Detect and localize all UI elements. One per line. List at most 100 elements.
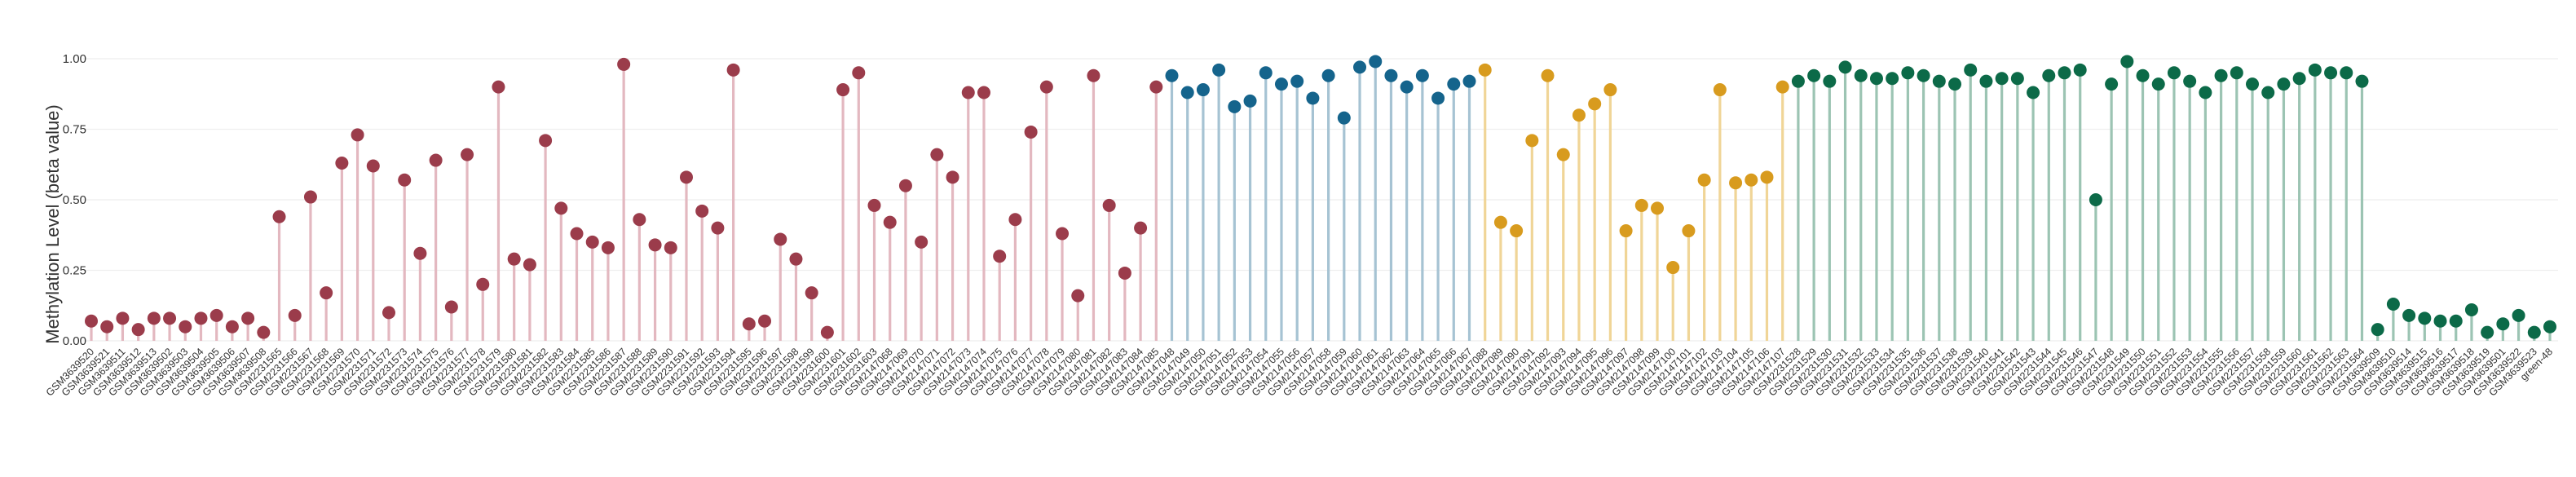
lollipop-point	[1964, 63, 1978, 77]
lollipop-point	[2481, 325, 2494, 339]
lollipop-point	[1008, 213, 1022, 227]
lollipop-point	[2433, 314, 2447, 328]
lollipop-point	[2464, 303, 2478, 316]
lollipop-point	[1212, 63, 1226, 77]
lollipop-point	[1619, 224, 1633, 238]
lollipop-point	[1995, 72, 2009, 86]
lollipop-point	[1791, 74, 1805, 88]
lollipop-point	[993, 250, 1007, 263]
lollipop-point	[977, 86, 990, 99]
lollipop-point	[1525, 134, 1539, 148]
lollipop-point	[1745, 173, 1758, 187]
lollipop-point	[257, 325, 271, 339]
grid-layer	[83, 58, 2558, 342]
lollipop-point	[617, 57, 631, 71]
lollipop-point	[1729, 176, 1743, 190]
lollipop-point	[2355, 74, 2369, 88]
x-tick-labels: GSM3639520GSM3639521GSM3639511GSM3639512…	[44, 346, 2555, 398]
lollipop-point	[1431, 91, 1445, 105]
y-axis-label: Methylation Level (beta value)	[42, 104, 63, 344]
lollipop-point	[1901, 66, 1915, 80]
lollipop-point	[1039, 80, 1053, 94]
lollipop-point	[2010, 72, 2024, 86]
lollipop-point	[852, 66, 866, 80]
lollipop-point	[820, 325, 834, 339]
lollipop-point	[1932, 74, 1946, 88]
lollipop-point	[1541, 68, 1555, 82]
y-tick-label: 0.00	[63, 334, 86, 348]
lollipop-point	[2027, 86, 2040, 99]
lollipop-point	[2183, 74, 2197, 88]
lollipop-point	[883, 215, 897, 229]
lollipop-point	[1196, 83, 1210, 97]
lollipop-point	[1337, 111, 1351, 125]
lollipop-point	[116, 311, 130, 325]
lollipop-point	[461, 148, 474, 161]
lollipop-point	[2261, 86, 2275, 99]
lollipop-point	[2292, 72, 2306, 86]
lollipop-point	[1321, 68, 1335, 82]
lollipop-point	[2543, 320, 2556, 333]
lollipop-point	[1306, 91, 1320, 105]
lollipop-point	[1149, 80, 1163, 94]
lollipop-point	[1102, 198, 1116, 212]
lollipop-point	[2496, 317, 2510, 331]
lollipop-point	[2512, 308, 2525, 322]
lollipop-point	[1510, 224, 1524, 238]
lollipop-point	[2105, 77, 2119, 91]
lollipop-point	[867, 198, 881, 212]
lollipop-point	[836, 83, 850, 97]
lollipop-point	[1165, 68, 1179, 82]
lollipop-point	[2089, 193, 2102, 206]
lollipop-point	[1415, 68, 1429, 82]
lollipop-point	[554, 201, 568, 215]
lollipop-point	[1886, 72, 1899, 86]
lollipop-point	[679, 170, 693, 184]
lollipop-point	[1556, 148, 1570, 161]
lollipop-point	[1290, 74, 1304, 88]
lollipop-point	[507, 252, 521, 266]
lollipop-point	[1259, 66, 1273, 80]
lollipop-point	[2527, 325, 2541, 339]
lollipop-point	[726, 63, 740, 77]
lollipop-point	[288, 308, 302, 322]
lollipop-point	[1775, 80, 1789, 94]
lollipop-point	[1917, 68, 1930, 82]
lollipop-point	[1682, 224, 1696, 238]
lollipop-point	[85, 314, 98, 328]
lollipop-point	[570, 227, 584, 241]
lollipop-point	[1979, 74, 1993, 88]
lollipop-point	[523, 258, 536, 272]
y-tick-labels: 0.00 0.25 0.50 0.75 1.00	[63, 52, 86, 348]
lollipop-point	[1447, 77, 1461, 91]
lollipop-point	[1838, 60, 1852, 74]
lollipop-point	[1651, 201, 1665, 215]
y-tick-label: 0.25	[63, 264, 86, 278]
lollipop-point	[163, 311, 177, 325]
lollipop-point	[805, 286, 818, 300]
lollipop-point	[774, 232, 787, 246]
lollipop-point	[1478, 63, 1492, 77]
lollipop-point	[1071, 289, 1085, 303]
lollipop-point	[742, 317, 756, 331]
lollipop-point	[758, 314, 772, 328]
lollipop-point	[1807, 68, 1821, 82]
lollipop-point	[2402, 308, 2416, 322]
lollipop-point	[2371, 323, 2384, 337]
lollipop-point	[1087, 68, 1101, 82]
lollipop-point	[2199, 86, 2212, 99]
lollipop-point	[946, 170, 959, 184]
lollipop-point	[898, 179, 912, 192]
lollipop-point	[1134, 221, 1148, 235]
lollipop-point	[1369, 55, 1383, 68]
lollipop-point	[2324, 66, 2338, 80]
lollipop-point	[930, 148, 944, 161]
lollipop-point	[1948, 77, 1962, 91]
lollipop-point	[1180, 86, 1194, 99]
lollipop-point	[100, 320, 114, 333]
lollipop-point	[382, 306, 395, 320]
lollipop-point	[915, 235, 929, 249]
lollipop-point	[1384, 68, 1398, 82]
lollipop-point	[2120, 55, 2134, 68]
